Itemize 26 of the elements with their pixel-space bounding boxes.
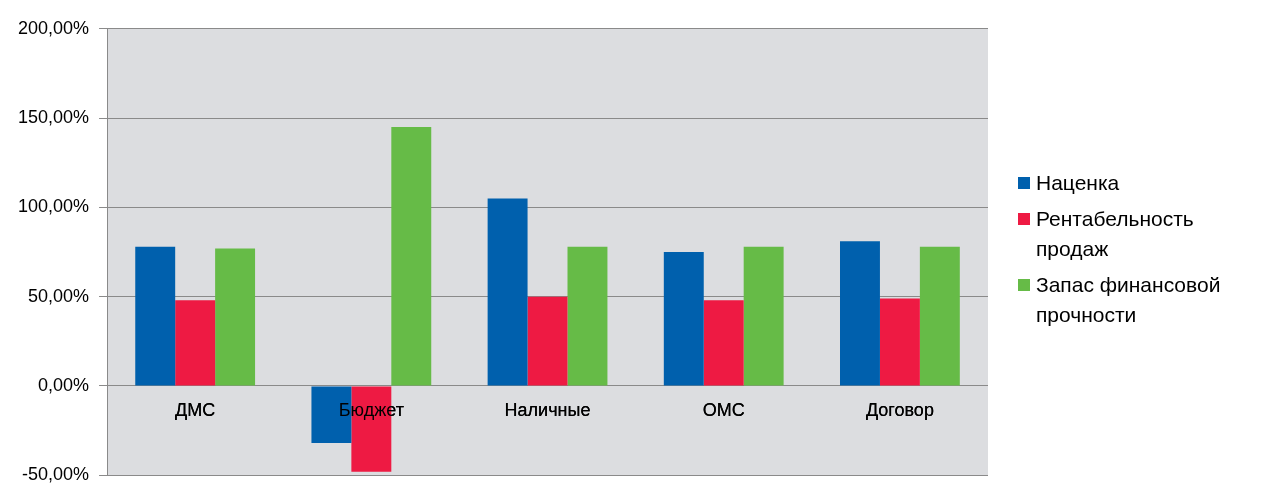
bar [703,300,744,386]
y-tick-label: 100,00% [18,196,90,217]
bar [567,246,608,386]
bar [487,198,528,386]
x-tick-label: ОМС [702,399,745,420]
y-tick-label: 150,00% [18,107,90,128]
x-tick-label: Договор [865,399,934,420]
bar [840,241,880,386]
bar [879,298,920,386]
bar [391,127,432,386]
y-tick-label: 200,00% [18,17,90,38]
bar [135,246,176,386]
y-tick-label: 50,00% [28,285,90,306]
bar [663,252,704,386]
x-tick-label: Наличные [504,399,591,420]
y-tick-label: -50,00% [22,464,90,485]
bar [919,246,960,386]
legend-label: Запас финансовой прочности [1036,272,1222,328]
bar [743,246,784,386]
legend-label: Наценка [1036,170,1120,196]
x-tick-label: ДМС [175,399,216,420]
legend-label: Рентабельность продаж [1036,206,1195,262]
bar [175,300,216,386]
bar [215,248,256,386]
y-tick-label: 0,00% [38,374,90,395]
bar [527,296,568,386]
